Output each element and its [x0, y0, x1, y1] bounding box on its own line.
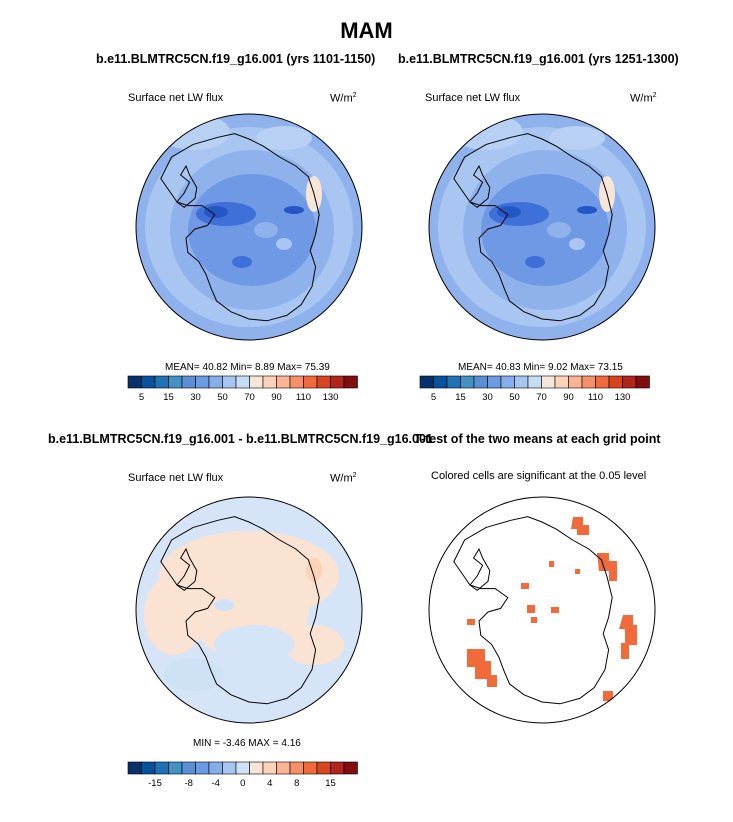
colorbar-tick-label: 50	[509, 392, 520, 403]
colorbar-tick-label: 70	[244, 392, 255, 403]
colorbar-swatch	[168, 375, 183, 389]
variable-label-3: Surface net LW flux	[128, 472, 224, 484]
colorbar-swatch	[554, 375, 569, 389]
colorbar-swatch	[222, 761, 237, 775]
colorbar-tick-label: 15	[325, 778, 336, 789]
colorbar-swatch	[235, 761, 250, 775]
colorbar-swatch	[303, 761, 318, 775]
colorbar-swatch	[581, 375, 596, 389]
colorbar-swatch	[276, 761, 291, 775]
colorbar-tick-label: 130	[615, 392, 631, 403]
colorbar-swatch	[154, 761, 169, 775]
colorbar-swatch	[289, 761, 304, 775]
colorbar-swatch	[343, 375, 358, 389]
colorbar-tick-label: 50	[217, 392, 228, 403]
colorbar-tick-label: 90	[271, 392, 282, 403]
polar-map-2	[428, 113, 656, 341]
colorbar-swatch	[527, 375, 542, 389]
colorbar-swatch	[330, 375, 345, 389]
colorbar-2: 5 15 30 50 70 90 110 130	[419, 375, 650, 403]
colorbar-swatch	[343, 761, 358, 775]
colorbar-swatch	[460, 375, 475, 389]
stats-1: MEAN= 40.82 Min= 8.89 Max= 75.39	[165, 362, 330, 373]
case-title-4: T-test of the two means at each grid poi…	[414, 432, 661, 446]
colorbar-swatch	[487, 375, 502, 389]
colorbar-tick-label: 130	[323, 392, 339, 403]
colorbar-tick-label: -8	[185, 778, 193, 789]
case-title-1: b.e11.BLMTRC5CN.f19_g16.001 (yrs 1101-11…	[96, 52, 376, 66]
colorbar-swatch	[622, 375, 637, 389]
units-label-1: W/m2	[330, 92, 357, 105]
colorbar-swatch	[316, 761, 331, 775]
colorbar-tick-label: 15	[163, 392, 174, 403]
colorbar-swatch	[330, 761, 345, 775]
colorbar-tick-label: -15	[148, 778, 162, 789]
colorbar-tick-label: 5	[139, 392, 144, 403]
variable-label-1: Surface net LW flux	[128, 92, 224, 104]
colorbar-swatch	[473, 375, 488, 389]
colorbar-swatch	[514, 375, 529, 389]
colorbar-3: -15 -8 -4 0 4 8 15	[127, 761, 358, 789]
significance-label: Colored cells are significant at the 0.0…	[431, 470, 647, 482]
colorbar-swatch	[154, 375, 169, 389]
colorbar-swatch	[195, 761, 210, 775]
units-label-3: W/m2	[330, 472, 357, 485]
case-title-3: b.e11.BLMTRC5CN.f19_g16.001 - b.e11.BLMT…	[48, 432, 433, 446]
polar-map-1	[135, 113, 363, 341]
colorbar-swatch	[433, 375, 448, 389]
colorbar-swatch	[262, 375, 277, 389]
colorbar-tick-label: 30	[190, 392, 201, 403]
colorbar-tick-label: -4	[212, 778, 220, 789]
variable-label-2: Surface net LW flux	[425, 92, 521, 104]
units-label-2: W/m2	[630, 92, 657, 105]
polar-map-3	[135, 496, 363, 724]
colorbar-swatch	[222, 375, 237, 389]
colorbar-swatch	[208, 761, 223, 775]
colorbar-swatch	[500, 375, 515, 389]
colorbar-swatch	[181, 761, 196, 775]
colorbar-tick-label: 110	[296, 392, 311, 403]
colorbar-swatch	[289, 375, 304, 389]
colorbar-swatch	[168, 761, 183, 775]
colorbar-swatch	[595, 375, 610, 389]
significant-cells	[467, 517, 637, 701]
colorbar-tick-label: 30	[482, 392, 493, 403]
colorbar-swatch	[141, 375, 156, 389]
stats-2: MEAN= 40.83 Min= 9.02 Max= 73.15	[458, 362, 623, 373]
stats-3: MIN = -3.46 MAX = 4.16	[193, 738, 301, 749]
colorbar-tick-label: 5	[431, 392, 436, 403]
colorbar-swatch	[181, 375, 196, 389]
colorbar-swatch	[127, 761, 142, 775]
page-title: MAM	[340, 18, 393, 43]
colorbar-tick-label: 70	[536, 392, 547, 403]
colorbar-tick-label: 8	[294, 778, 299, 789]
colorbar-swatch	[235, 375, 250, 389]
colorbar-swatch	[446, 375, 461, 389]
colorbar-tick-label: 0	[240, 778, 245, 789]
colorbar-tick-label: 110	[588, 392, 603, 403]
colorbar-swatch	[541, 375, 556, 389]
colorbar-tick-label: 4	[267, 778, 272, 789]
colorbar-1: 5 15 30 50 70 90 110 130	[127, 375, 358, 403]
colorbar-swatch	[262, 761, 277, 775]
colorbar-swatch	[249, 761, 264, 775]
colorbar-tick-label: 90	[563, 392, 574, 403]
colorbar-tick-label: 15	[455, 392, 466, 403]
colorbar-swatch	[141, 761, 156, 775]
colorbar-swatch	[276, 375, 291, 389]
colorbar-swatch	[249, 375, 264, 389]
colorbar-swatch	[127, 375, 142, 389]
colorbar-swatch	[608, 375, 623, 389]
colorbar-swatch	[419, 375, 434, 389]
colorbar-swatch	[208, 375, 223, 389]
colorbar-swatch	[303, 375, 318, 389]
colorbar-swatch	[195, 375, 210, 389]
colorbar-swatch	[635, 375, 650, 389]
polar-map-4	[428, 496, 656, 724]
case-title-2: b.e11.BLMTRC5CN.f19_g16.001 (yrs 1251-13…	[398, 52, 679, 66]
colorbar-swatch	[568, 375, 583, 389]
colorbar-swatch	[316, 375, 331, 389]
